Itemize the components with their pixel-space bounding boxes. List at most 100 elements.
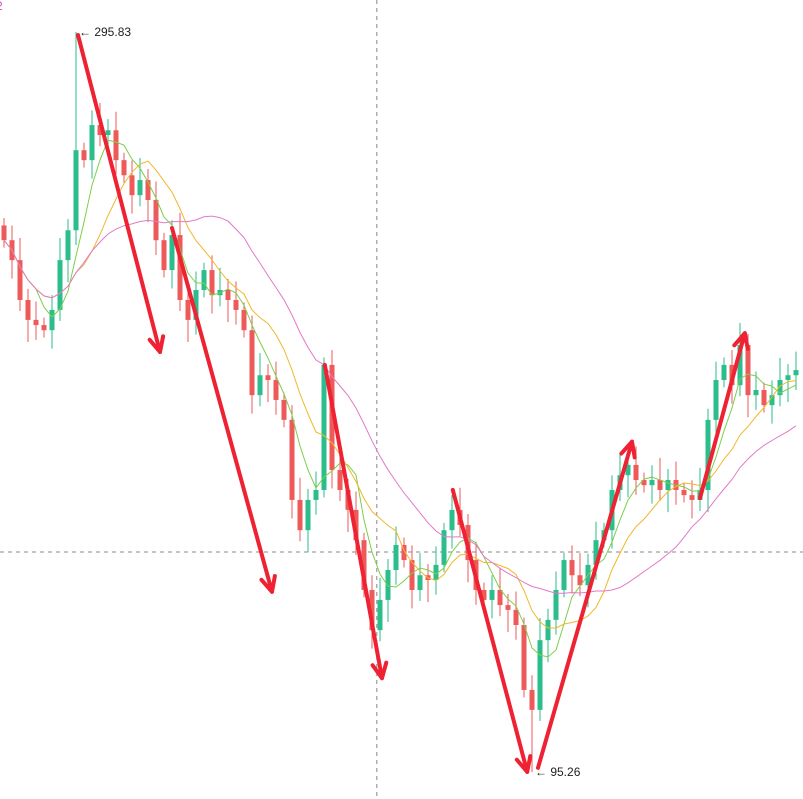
candle-body (681, 489, 687, 496)
candle-body (513, 609, 519, 626)
ma5-line (3, 139, 797, 658)
candle-body (433, 564, 439, 581)
candle-body (657, 480, 663, 490)
candle-body (401, 544, 407, 561)
candle-body (129, 175, 135, 196)
candle-body (105, 130, 111, 136)
candle-body (705, 419, 711, 490)
candle-body (777, 380, 783, 396)
candle-body (441, 530, 447, 565)
candle-body (329, 364, 335, 471)
candle-body (233, 299, 239, 310)
candle-body (305, 499, 311, 531)
arrow-shaft (536, 439, 634, 770)
candle-body (281, 399, 287, 420)
candle-body (97, 125, 103, 136)
candle-body (57, 260, 63, 310)
trend-arrow (76, 33, 166, 354)
candle-body (33, 319, 39, 326)
candle-body (193, 290, 199, 320)
candle-body (337, 470, 343, 490)
candle-body (393, 544, 399, 571)
arrow-head (259, 574, 277, 594)
arrow-head (147, 334, 166, 354)
trend-arrow (170, 226, 277, 594)
arrow-shaft (76, 33, 162, 354)
candle-body (769, 395, 775, 406)
min-price-label: ← 95.26 (535, 765, 581, 779)
arrow-head (732, 331, 750, 351)
candle-body (121, 160, 127, 176)
candle-body (641, 480, 647, 486)
candle-body (417, 575, 423, 590)
candle-body (689, 495, 695, 500)
arrow-head (619, 439, 637, 460)
candle-body (449, 509, 455, 531)
candle-body (753, 389, 759, 396)
candle-body (65, 230, 71, 261)
arrow-shaft (450, 487, 530, 774)
candle-body (257, 375, 263, 396)
moving-averages (3, 139, 797, 658)
candle-body (177, 235, 183, 300)
arrow-head (514, 754, 533, 774)
candle-body (409, 560, 415, 590)
candle-body (49, 309, 55, 331)
candle-body (561, 560, 567, 590)
candle-body (377, 599, 383, 631)
candle-body (529, 689, 535, 710)
candle-body (577, 575, 583, 586)
candle-body (241, 309, 247, 331)
extreme-labels: ← 295.83 ← 95.26 (79, 25, 581, 779)
candle-body (649, 480, 655, 486)
candle-body (1, 225, 7, 241)
candle-body (737, 344, 743, 386)
candle-body (569, 560, 575, 576)
trend-arrow (536, 439, 637, 770)
candle-body (497, 589, 503, 606)
candle-body (17, 260, 23, 300)
candle-body (537, 640, 543, 710)
max-price-label: ← 295.83 (79, 25, 131, 39)
candle-body (225, 290, 231, 300)
candle-body (505, 605, 511, 610)
candle-body (41, 325, 47, 331)
candle-body (145, 180, 151, 200)
candle-body (521, 625, 527, 690)
ma-legend-fragment: 2 (0, 0, 3, 13)
candle-body (369, 589, 375, 631)
candle-body (89, 125, 95, 161)
candle-body (713, 380, 719, 420)
trend-arrow (450, 487, 533, 774)
candle-body (201, 270, 207, 291)
candle-body (481, 589, 487, 600)
candle-body (297, 499, 303, 531)
candle-body (265, 375, 271, 381)
candle-body (73, 150, 79, 231)
trend-arrow (698, 331, 750, 501)
candle-body (761, 389, 767, 406)
candle-body (161, 240, 167, 271)
candle-body (169, 235, 175, 271)
arrow-shaft (170, 226, 274, 594)
trend-arrows (76, 33, 750, 774)
arrow-shaft (322, 362, 384, 681)
trend-arrow (322, 362, 389, 681)
candle-body (625, 464, 631, 476)
arrow-shaft (698, 331, 747, 501)
candle-body (361, 540, 367, 590)
candle-body (137, 180, 143, 196)
candle-body (249, 330, 255, 396)
candle-body (25, 299, 31, 320)
candle-body (113, 130, 119, 161)
candle-body (633, 464, 639, 481)
candle-body (489, 589, 495, 600)
arrow-head (370, 660, 389, 681)
candle-body (793, 370, 799, 376)
candle-body (313, 489, 319, 500)
candle-body (785, 375, 791, 381)
candle-body (553, 589, 559, 620)
candle-body (721, 364, 727, 381)
